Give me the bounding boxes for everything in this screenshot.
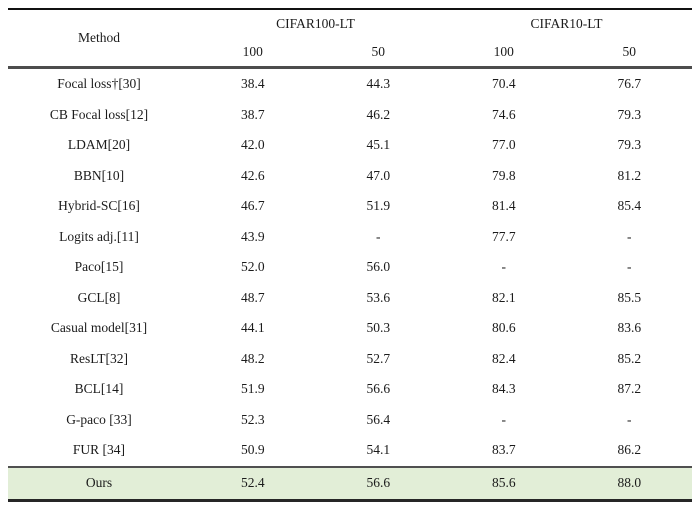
value-cell: 76.7: [617, 76, 642, 92]
value-cell: 85.5: [617, 289, 642, 305]
value-cell: 88.0: [566, 465, 693, 500]
value-cell: -: [627, 228, 632, 244]
value-cell: 56.0: [366, 259, 391, 275]
table-row: Focal loss†[30] 38.4 44.3 70.4 76.7: [8, 68, 692, 100]
value-cell: 52.7: [366, 350, 391, 366]
value-cell: -: [376, 228, 381, 244]
value-cell: 44.3: [366, 76, 391, 92]
table-row: Hybrid-SC[16] 46.7 51.9 81.4 85.4: [8, 191, 692, 222]
value-cell: 48.2: [240, 350, 265, 366]
table-row: FUR [34] 50.9 54.1 83.7 86.2: [8, 435, 692, 467]
method-cell: CB Focal loss[12]: [49, 106, 149, 122]
value-cell: 38.7: [240, 106, 265, 122]
value-cell: 83.6: [617, 320, 642, 336]
table-body: Focal loss†[30] 38.4 44.3 70.4 76.7 CB Focal …: [8, 68, 693, 500]
paper-table-page: Method CIFAR100-LT CIFAR10-LT 100 50 100…: [0, 8, 700, 514]
value-cell: 42.6: [240, 167, 265, 183]
value-cell: -: [627, 259, 632, 275]
column-header-method: Method: [78, 30, 120, 45]
value-cell: 79.8: [491, 167, 516, 183]
value-cell: 47.0: [366, 167, 391, 183]
value-cell: -: [627, 411, 632, 427]
value-cell: 87.2: [617, 381, 642, 397]
method-cell: LDAM[20]: [67, 137, 131, 153]
value-cell: 44.1: [240, 320, 265, 336]
value-cell: 48.7: [240, 289, 265, 305]
value-cell: 85.2: [617, 350, 642, 366]
value-cell: 51.9: [366, 198, 391, 214]
header-row-imbalance-factors: 100 50 100 50: [8, 38, 692, 68]
results-table: Method CIFAR100-LT CIFAR10-LT 100 50 100…: [8, 8, 693, 502]
value-cell: 80.6: [491, 320, 516, 336]
value-cell: 52.4: [190, 465, 316, 500]
value-cell: 84.3: [491, 381, 516, 397]
table-row: G-paco [33] 52.3 56.4 - -: [8, 405, 692, 436]
value-cell: 56.6: [366, 381, 391, 397]
value-cell: 74.6: [491, 106, 516, 122]
value-cell: 52.3: [240, 411, 265, 427]
method-cell: BCL[14]: [74, 381, 124, 397]
method-cell: Paco[15]: [74, 259, 124, 275]
value-cell: 46.7: [240, 198, 265, 214]
value-cell: 79.3: [617, 137, 642, 153]
value-cell: 43.9: [240, 228, 265, 244]
value-cell: 38.4: [240, 76, 265, 92]
table-row: Logits adj.[11] 43.9 - 77.7 -: [8, 222, 692, 253]
table-row: LDAM[20] 42.0 45.1 77.0 79.3: [8, 130, 692, 161]
table-row: ResLT[32] 48.2 52.7 82.4 85.2: [8, 344, 692, 375]
subcolumn-header-cifar100-50: 50: [371, 44, 386, 59]
table-row: Casual model[31] 44.1 50.3 80.6 83.6: [8, 313, 692, 344]
value-cell: 77.0: [491, 137, 516, 153]
method-cell: Casual model[31]: [50, 320, 148, 336]
value-cell: 81.4: [491, 198, 516, 214]
value-cell: 83.7: [491, 442, 516, 458]
value-cell: 82.4: [491, 350, 516, 366]
value-cell: 50.3: [366, 320, 391, 336]
value-cell: 52.0: [240, 259, 265, 275]
method-cell: G-paco [33]: [66, 411, 132, 427]
column-group-cifar10-lt: CIFAR10-LT: [530, 16, 603, 31]
method-cell: BBN[10]: [73, 167, 125, 183]
value-cell: 46.2: [366, 106, 391, 122]
method-cell: Focal loss†[30]: [57, 76, 141, 92]
table-row: GCL[8] 48.7 53.6 82.1 85.5: [8, 283, 692, 314]
value-cell: 54.1: [366, 442, 391, 458]
value-cell: 53.6: [366, 289, 391, 305]
value-cell: -: [501, 411, 507, 427]
column-group-cifar100-lt: CIFAR100-LT: [276, 16, 355, 31]
header-row-groups: Method CIFAR100-LT CIFAR10-LT: [8, 9, 692, 45]
method-cell: GCL[8]: [77, 289, 121, 305]
value-cell: 56.4: [366, 411, 391, 427]
method-cell: Logits adj.[11]: [59, 228, 139, 244]
value-cell: 81.2: [617, 167, 642, 183]
subcolumn-header-cifar10-50: 50: [622, 44, 637, 59]
value-cell: 56.6: [315, 465, 442, 500]
value-cell: 50.9: [240, 442, 265, 458]
value-cell: 86.2: [617, 442, 642, 458]
ours-row: Ours 52.4 56.6 85.6 88.0: [8, 465, 693, 500]
value-cell: -: [501, 259, 507, 275]
value-cell: 85.4: [617, 198, 642, 214]
table-header: Method CIFAR100-LT CIFAR10-LT 100 50 100…: [8, 9, 693, 68]
method-cell: Ours: [8, 465, 190, 500]
value-cell: 70.4: [491, 76, 516, 92]
value-cell: 82.1: [491, 289, 516, 305]
table-row: BBN[10] 42.6 47.0 79.8 81.2: [8, 161, 692, 192]
value-cell: 51.9: [240, 381, 265, 397]
subcolumn-header-cifar100-100: 100: [242, 44, 263, 59]
table-row: Paco[15] 52.0 56.0 - -: [8, 252, 692, 283]
value-cell: 77.7: [491, 228, 516, 244]
value-cell: 85.6: [441, 465, 567, 500]
method-cell: FUR [34]: [72, 442, 126, 458]
value-cell: 42.0: [240, 137, 265, 153]
value-cell: 45.1: [366, 137, 391, 153]
table-row: CB Focal loss[12] 38.7 46.2 74.6 79.3: [8, 100, 692, 131]
table-row: BCL[14] 51.9 56.6 84.3 87.2: [8, 374, 692, 405]
value-cell: 79.3: [617, 106, 642, 122]
method-cell: ResLT[32]: [70, 350, 128, 366]
method-cell: Hybrid-SC[16]: [58, 198, 140, 214]
subcolumn-header-cifar10-100: 100: [493, 44, 514, 59]
